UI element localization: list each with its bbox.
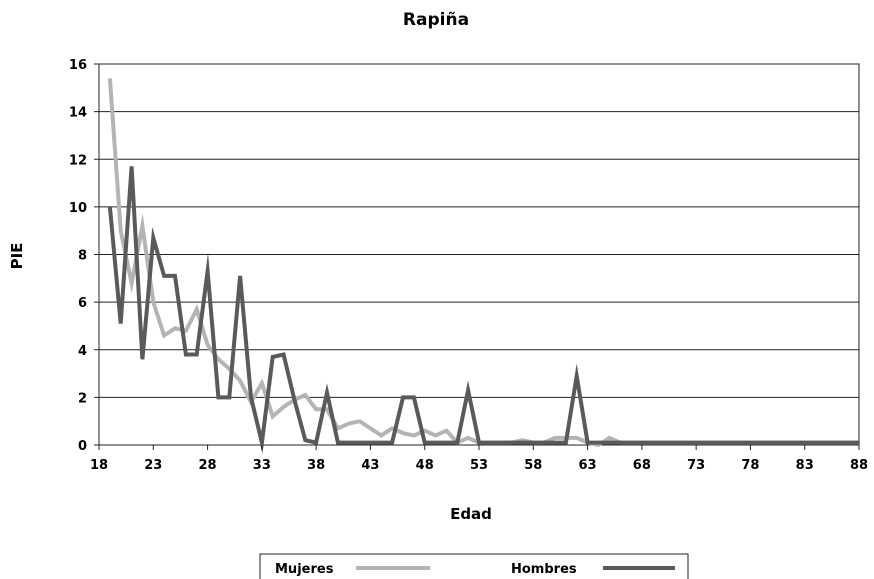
x-tick-label-78: 78 — [741, 458, 759, 473]
y-tick-label-4: 4 — [78, 344, 87, 359]
x-tick-label-58: 58 — [524, 458, 542, 473]
y-tick-label-2: 2 — [78, 391, 87, 406]
x-tick-label-18: 18 — [90, 458, 108, 473]
legend-label-mujeres: Mujeres — [275, 562, 334, 577]
y-tick-label-10: 10 — [69, 201, 87, 216]
x-tick-label-68: 68 — [633, 458, 651, 473]
y-tick-label-8: 8 — [78, 249, 87, 264]
y-axis-label: PIE — [8, 243, 26, 270]
x-tick-label-38: 38 — [307, 458, 325, 473]
x-tick-label-73: 73 — [687, 458, 705, 473]
gridlines — [99, 63, 859, 446]
x-tick-label-63: 63 — [579, 458, 597, 473]
legend-label-hombres: Hombres — [511, 562, 577, 577]
y-tick-label-0: 0 — [78, 439, 87, 454]
legend: Mujeres Hombres — [259, 553, 689, 579]
x-tick-label-88: 88 — [850, 458, 868, 473]
y-tick-label-12: 12 — [69, 153, 87, 168]
x-tick-label-43: 43 — [361, 458, 379, 473]
chart-title: Rapiña — [403, 10, 469, 30]
y-tick-label-6: 6 — [78, 296, 87, 311]
x-ticks: 18 23 28 33 38 43 48 53 58 63 68 73 78 83 88 — [90, 445, 868, 473]
x-tick-label-33: 33 — [253, 458, 271, 473]
y-tick-label-14: 14 — [69, 106, 87, 121]
x-tick-label-48: 48 — [416, 458, 434, 473]
x-tick-label-23: 23 — [144, 458, 162, 473]
x-axis-label: Edad — [450, 505, 492, 523]
y-ticks: 0 2 4 6 8 10 12 14 16 — [69, 58, 99, 454]
x-tick-label-83: 83 — [796, 458, 814, 473]
series-line-hombres — [107, 166, 859, 454]
x-tick-label-28: 28 — [199, 458, 217, 473]
y-tick-label-16: 16 — [69, 58, 87, 73]
series-group — [107, 78, 859, 454]
x-tick-label-53: 53 — [470, 458, 488, 473]
series-line-mujeres — [107, 78, 859, 448]
